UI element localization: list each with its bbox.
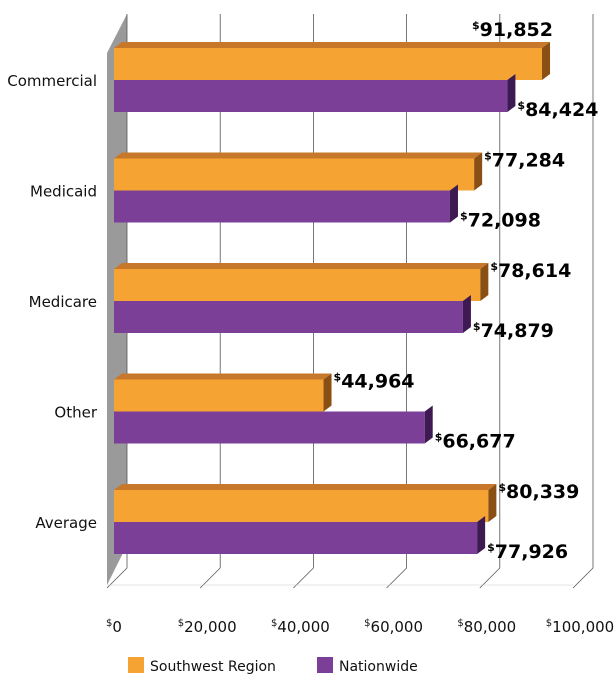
x-tick-labels: $0 $20,000 $40,000 $60,000 $80,000 $100,000: [106, 618, 614, 636]
legend-label-southwest-region: Southwest Region: [150, 659, 276, 675]
x-tick-label-80000: $80,000: [457, 618, 516, 636]
x-tick-label-100000: $100,000: [546, 618, 614, 636]
bar-side-face: [507, 74, 516, 112]
bar-front-face: [114, 379, 324, 412]
bar-top-face: [114, 152, 483, 159]
category-label-medicare: Medicare: [29, 293, 97, 311]
bar-side-face: [474, 152, 483, 191]
bar-front-face: [114, 411, 425, 444]
bar-side-face: [424, 405, 433, 444]
category-labels: Commercial Medicaid Medicare Other Average: [7, 72, 98, 532]
data-label-commercial-southwest-region: $91,852: [472, 19, 553, 41]
category-label-other: Other: [54, 404, 97, 422]
bar-top-face: [114, 484, 497, 490]
gridline-slant-60000: [386, 567, 407, 589]
x-tick-label-60000: $60,000: [364, 618, 423, 636]
data-label-medicare-nationwide: $74,879: [473, 320, 554, 342]
data-label-other-nationwide: $66,677: [435, 431, 516, 453]
bar-front-face: [114, 48, 543, 80]
bar-top-face: [114, 373, 332, 380]
x-tick-label-0: $0: [106, 618, 122, 636]
bar-front-face: [114, 158, 475, 191]
gridline-slant-20000: [199, 567, 221, 589]
bar-top-face: [114, 263, 489, 269]
bar-medicaid-nationwide: [114, 184, 458, 223]
data-label-other-southwest-region: $44,964: [334, 371, 415, 393]
bar-front-face: [114, 269, 481, 301]
bar-average-southwest-region: [114, 484, 497, 522]
bar-top-face: [114, 42, 551, 48]
gridline-slant-80000: [479, 567, 501, 589]
data-label-medicare-southwest-region: $78,614: [490, 260, 571, 282]
bar-front-face: [114, 301, 463, 333]
bar-front-face: [114, 522, 478, 554]
legend-swatch-nationwide: [317, 657, 333, 673]
data-label-medicaid-nationwide: $72,098: [460, 210, 541, 232]
bar-other-nationwide: [114, 405, 433, 444]
bar-side-face: [477, 516, 486, 554]
bar-medicare-nationwide: [114, 295, 471, 333]
category-label-average: Average: [35, 514, 97, 532]
bar-average-nationwide: [114, 516, 486, 554]
gridline-slant-0: [106, 567, 128, 589]
data-label-average-nationwide: $77,926: [487, 541, 568, 563]
data-label-medicaid-southwest-region: $77,284: [484, 150, 565, 172]
legend: Southwest Region Nationwide: [128, 657, 418, 675]
bar-other-southwest-region: [114, 373, 332, 412]
bar-commercial-nationwide: [114, 74, 516, 112]
bar-front-face: [114, 80, 508, 112]
gridline-slant-100000: [572, 567, 594, 589]
bar-front-face: [114, 490, 489, 522]
bar-medicaid-southwest-region: [114, 152, 483, 191]
legend-swatch-southwest-region: [128, 657, 144, 673]
bar-side-face: [462, 295, 471, 333]
legend-label-nationwide: Nationwide: [339, 659, 418, 675]
data-label-commercial-nationwide: $84,424: [517, 99, 598, 121]
bar-commercial-southwest-region: [114, 42, 551, 80]
bar-side-face: [323, 373, 332, 412]
bars: [114, 42, 551, 554]
bar-side-face: [542, 42, 551, 80]
bar-side-face: [480, 263, 489, 301]
bar-side-face: [488, 484, 497, 522]
x-tick-label-20000: $20,000: [178, 618, 237, 636]
gridline-slant-40000: [293, 567, 314, 589]
bar-front-face: [114, 190, 450, 223]
bar-side-face: [449, 184, 458, 223]
category-label-commercial: Commercial: [7, 72, 97, 90]
x-tick-label-40000: $40,000: [271, 618, 330, 636]
data-label-average-southwest-region: $80,339: [498, 481, 579, 503]
bar-medicare-southwest-region: [114, 263, 489, 301]
data-labels: $91,852 $84,424 $77,284 $72,098 $78,614 $74,8…: [334, 19, 599, 563]
category-label-medicaid: Medicaid: [30, 183, 97, 201]
